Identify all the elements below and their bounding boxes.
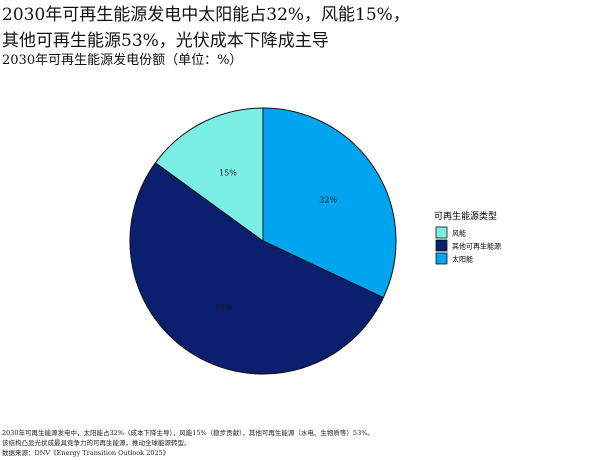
legend-label-3: 太阳能 bbox=[452, 255, 473, 264]
pie-slice-1 bbox=[262, 107, 397, 299]
chart-subtitle: 2030年可再生能源发电份额（单位：%） bbox=[2, 53, 243, 68]
pie-slice-3 bbox=[154, 107, 264, 242]
chart-title: 2030年可再生能源发电中太阳能占32%，风能15%， 其他可再生能源53%，光… bbox=[2, 2, 598, 54]
legend-swatch-1 bbox=[435, 226, 448, 239]
legend-swatch-3 bbox=[435, 252, 448, 265]
footnote-line-1: 2030年可再生能源发电中，太阳能占32%（成本下降主导），风能15%（稳步贡献… bbox=[2, 429, 374, 437]
legend-label-1: 风能 bbox=[452, 229, 466, 238]
title-line-1: 2030年可再生能源发电中太阳能占32%，风能15%， bbox=[2, 5, 410, 25]
pie-slice-2 bbox=[129, 162, 385, 375]
legend-title: 可再生能源类型 bbox=[434, 210, 497, 222]
pie-slices bbox=[129, 107, 397, 375]
slice-label-3: 15% bbox=[219, 168, 237, 177]
pie-data-labels: 32% 53% 15% bbox=[215, 168, 338, 312]
footnote-line-2: 该结构凸显光伏成最具竞争力的可再生能源，推动全球能源转型。 bbox=[2, 439, 191, 447]
legend-label-2: 其他可再生能源 bbox=[452, 242, 501, 251]
footnote-line-3: 数据来源：DNV《Energy Transition Outlook 2025》 bbox=[2, 449, 170, 457]
legend-swatch-2 bbox=[435, 239, 448, 252]
slice-label-2: 53% bbox=[215, 303, 233, 312]
title-line-2: 其他可再生能源53%，光伏成本下降成主导 bbox=[2, 31, 329, 51]
slice-label-1: 32% bbox=[319, 196, 337, 205]
footnote: 2030年可再生能源发电中，太阳能占32%（成本下降主导），风能15%（稳步贡献… bbox=[2, 428, 598, 458]
